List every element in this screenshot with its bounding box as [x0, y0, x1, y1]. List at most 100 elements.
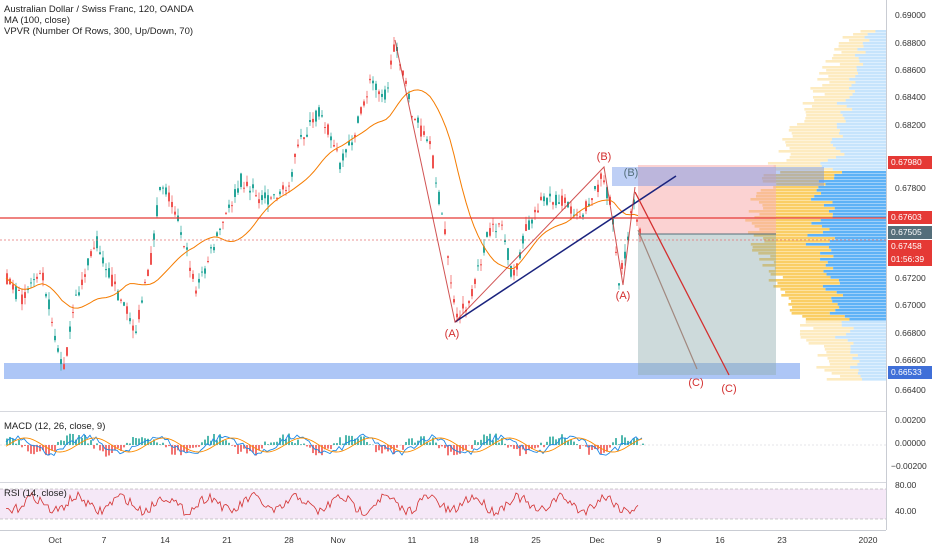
- candle-body: [510, 265, 512, 277]
- candle-body: [618, 283, 620, 286]
- macd-histogram-bar: [618, 444, 620, 445]
- macd-histogram-bar: [228, 442, 230, 445]
- volume-profile-down-bar: [852, 108, 886, 111]
- macd-label[interactable]: MACD (12, 26, close, 9): [4, 421, 106, 432]
- volume-profile-down-bar: [842, 171, 886, 174]
- volume-profile-up-bar: [788, 129, 841, 132]
- macd-histogram-bar: [27, 445, 29, 452]
- volume-profile-up-bar: [792, 306, 840, 309]
- moving-average-line: [5, 89, 639, 309]
- macd-histogram-bar: [543, 445, 545, 448]
- main-chart-pane[interactable]: Australian Dollar / Swiss Franc, 120, OA…: [0, 0, 886, 410]
- macd-histogram-bar: [153, 439, 155, 445]
- volume-profile-down-bar: [832, 216, 886, 219]
- macd-canvas[interactable]: [0, 412, 886, 482]
- candle-body: [570, 206, 572, 214]
- symbol-title[interactable]: Australian Dollar / Swiss Franc, 120, OA…: [4, 4, 194, 15]
- candle-body: [603, 180, 605, 183]
- rsi-label[interactable]: RSI (14, close): [4, 488, 67, 499]
- candle-body: [204, 268, 206, 274]
- candle-body: [150, 253, 152, 265]
- volume-profile-up-bar: [768, 270, 824, 273]
- candle-body: [216, 232, 218, 237]
- candle-body: [243, 187, 245, 189]
- candle-body: [129, 318, 131, 322]
- volume-profile-up-bar: [827, 357, 853, 360]
- candle-body: [36, 276, 38, 279]
- volume-profile-up-bar: [762, 204, 824, 207]
- candle-body: [156, 205, 158, 217]
- candle-body: [528, 220, 530, 230]
- volume-profile-down-bar: [822, 231, 886, 234]
- volume-profile-up-bar: [831, 372, 858, 375]
- candle-body: [264, 192, 266, 199]
- time-axis[interactable]: Oct 7 14 21 28 Nov 11 18 25 Dec 9 16 23 …: [0, 530, 886, 550]
- volume-profile-up-bar: [763, 174, 835, 177]
- ma-indicator-label[interactable]: MA (100, close): [4, 15, 70, 26]
- macd-histogram-bar: [486, 436, 488, 445]
- macd-pane[interactable]: MACD (12, 26, close, 9): [0, 411, 886, 481]
- rsi-canvas[interactable]: [0, 483, 886, 531]
- candle-body: [630, 211, 632, 214]
- macd-histogram-bar: [348, 435, 350, 445]
- macd-histogram-bar: [198, 445, 200, 447]
- candle-body: [279, 191, 281, 195]
- macd-histogram-bar: [405, 441, 407, 445]
- price-chart-canvas[interactable]: [0, 0, 886, 410]
- macd-histogram-bar: [483, 434, 485, 445]
- macd-histogram-bar: [87, 443, 89, 445]
- macd-histogram-bar: [219, 434, 221, 445]
- candle-body: [351, 142, 353, 146]
- volume-profile-up-bar: [752, 246, 829, 249]
- vpvr-indicator-label[interactable]: VPVR (Number Of Rows, 300, Up/Down, 70): [4, 26, 194, 37]
- candle-body: [228, 204, 230, 208]
- price-tag-target-top: 0.67980: [888, 156, 932, 169]
- time-label: 25: [531, 535, 541, 545]
- candle-body: [585, 201, 587, 212]
- volume-profile-down-bar: [831, 297, 886, 300]
- candle-body: [63, 364, 65, 370]
- candle-body: [363, 101, 365, 106]
- volume-profile-down-bar: [822, 285, 886, 288]
- macd-histogram-bar: [72, 434, 74, 445]
- volume-profile-up-bar: [754, 225, 822, 228]
- macd-histogram-bar: [402, 445, 404, 450]
- price-axis[interactable]: 0.69000 0.68800 0.68600 0.68400 0.68200 …: [886, 0, 932, 530]
- candle-body: [516, 263, 518, 270]
- candle-body: [552, 202, 554, 205]
- macd-histogram-bar: [45, 445, 47, 456]
- volume-profile-up-bar: [817, 354, 858, 357]
- candle-body: [519, 252, 521, 259]
- candle-body: [81, 279, 83, 286]
- candle-body: [471, 289, 473, 297]
- macd-histogram-bar: [336, 443, 338, 445]
- macd-histogram-bar: [330, 445, 332, 450]
- candle-body: [147, 269, 149, 276]
- candle-body: [105, 269, 107, 271]
- volume-profile-down-bar: [836, 156, 886, 159]
- macd-histogram-bar: [363, 436, 365, 445]
- volume-profile-down-bar: [851, 84, 886, 87]
- time-label: 14: [160, 535, 170, 545]
- candle-body: [522, 235, 524, 244]
- volume-profile-up-bar: [754, 216, 833, 219]
- macd-histogram-bar: [624, 437, 626, 445]
- macd-histogram-bar: [474, 440, 476, 445]
- macd-histogram-bar: [48, 445, 50, 456]
- candle-body: [318, 107, 320, 117]
- candle-body: [588, 203, 590, 207]
- volume-profile-up-bar: [829, 363, 858, 366]
- rsi-pane[interactable]: RSI (14, close): [0, 482, 886, 530]
- volume-profile-up-bar: [785, 291, 837, 294]
- price-tick: 0.67000: [895, 300, 926, 310]
- volume-profile-down-bar: [850, 351, 886, 354]
- volume-profile-down-bar: [818, 180, 886, 183]
- volume-profile-up-bar: [759, 258, 821, 261]
- volume-profile-down-bar: [807, 234, 886, 237]
- price-tag-ask: 0.67505: [888, 226, 932, 239]
- candle-body: [477, 265, 479, 267]
- volume-profile-down-bar: [846, 333, 886, 336]
- macd-histogram-bar: [252, 445, 254, 453]
- volume-profile-up-bar: [786, 144, 834, 147]
- volume-profile-down-bar: [849, 78, 886, 81]
